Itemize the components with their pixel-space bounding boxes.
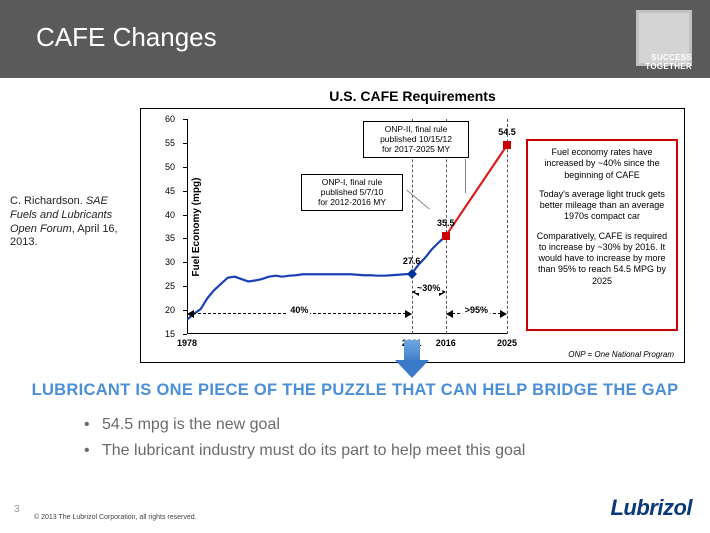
bullet-item: 54.5 mpg is the new goal — [84, 412, 525, 438]
header: CAFE Changes SUCCESSTOGETHER — [0, 0, 710, 78]
copyright: © 2013 The Lubrizol Corporation, all rig… — [34, 514, 197, 521]
chart-plot-area: Fuel Economy (mpg) 152025303540455055601… — [187, 119, 507, 334]
slide-title: CAFE Changes — [36, 22, 217, 53]
chart-info-box: Fuel economy rates have increased by ~40… — [526, 139, 678, 331]
citation: C. Richardson. SAE Fuels and Lubricants … — [10, 195, 135, 250]
chart-annotation: ONP-I, final rulepublished 5/7/10for 201… — [301, 174, 403, 211]
chart-title: U.S. CAFE Requirements — [140, 88, 685, 104]
chart-annotation: ONP-II, final rulepublished 10/15/12for … — [363, 121, 469, 158]
chart-box: Fuel Economy (mpg) 152025303540455055601… — [140, 108, 685, 363]
tagline: LUBRICANT IS ONE PIECE OF THE PUZZLE THA… — [0, 381, 710, 400]
bullet-item: The lubricant industry must do its part … — [84, 438, 525, 464]
brand-logo: Lubrizol — [610, 495, 692, 521]
down-arrow-icon — [395, 340, 429, 382]
bullet-list: 54.5 mpg is the new goal The lubricant i… — [84, 412, 525, 463]
page-number: 3 — [14, 504, 20, 515]
logo-text: SUCCESSTOGETHER — [645, 54, 692, 72]
chart-container: U.S. CAFE Requirements Fuel Economy (mpg… — [140, 88, 685, 363]
onp-note: ONP = One National Program — [568, 350, 674, 359]
